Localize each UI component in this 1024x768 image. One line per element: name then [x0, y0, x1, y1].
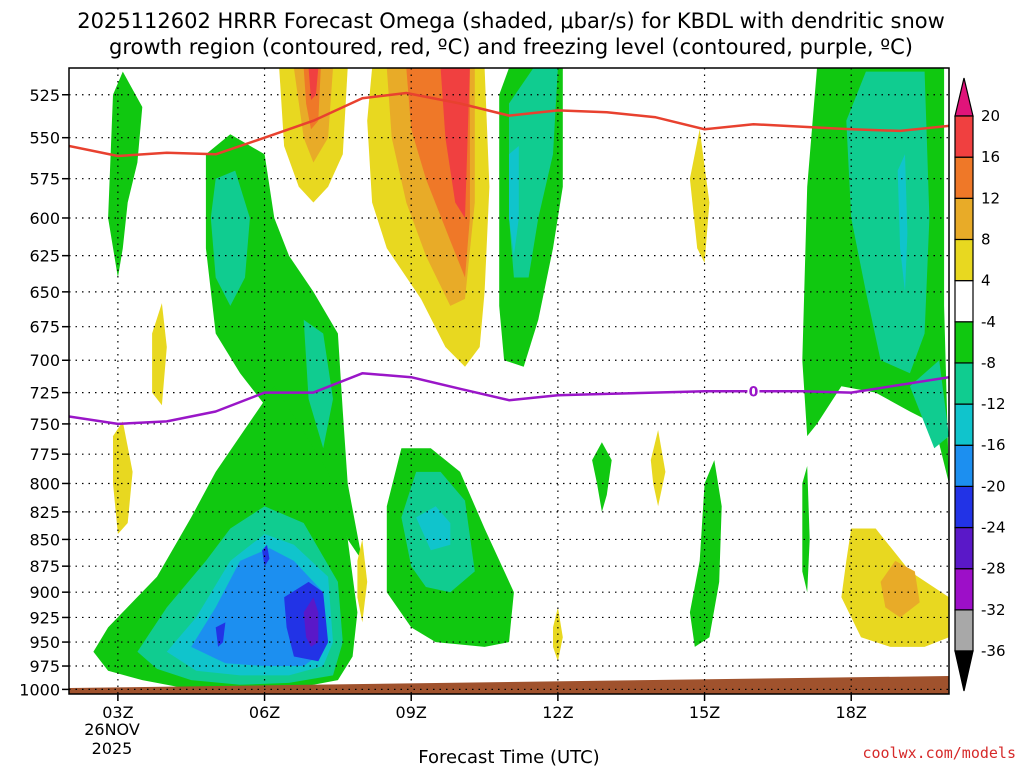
omega-region-gold-right-lower	[880, 560, 920, 618]
colorbar-tick-label: -36	[981, 642, 1006, 660]
colorbar-over-arrow	[954, 77, 974, 117]
colorbar-swatch	[954, 485, 974, 529]
omega-region-blue-small-top	[262, 544, 270, 567]
omega-region-teal-upper-center	[509, 68, 558, 278]
y-tick-label: 750	[29, 415, 60, 434]
y-tick-label: 875	[29, 557, 60, 576]
y-tick-label: 700	[29, 351, 60, 370]
colorbar-tick-label: -20	[981, 477, 1006, 495]
omega-region-yellow-small-15z	[689, 129, 710, 263]
omega-region-red-top-06	[308, 68, 319, 100]
terrain-layer	[69, 676, 949, 694]
colorbar-swatch	[954, 444, 974, 487]
colorbar-swatch	[954, 403, 974, 446]
chart-title-line1: 2025112602 HRRR Forecast Omega (shaded, …	[77, 9, 945, 33]
omega-region-yellow-left-top	[113, 421, 133, 534]
omega-region-purple-core	[303, 597, 319, 647]
freezing-level-label: 0	[749, 384, 759, 400]
omega-region-cyan-upper-center	[509, 146, 519, 256]
x-tick-label: 03Z	[102, 703, 133, 722]
colorbar-under-arrow	[954, 650, 974, 692]
y-tick-label: 575	[29, 170, 60, 189]
colorbar-swatch	[954, 568, 974, 611]
colorbar-swatch	[954, 526, 974, 570]
plot-frame	[68, 67, 950, 695]
colorbar-tick-label: 20	[981, 107, 1000, 125]
terrain-surface	[69, 676, 949, 694]
omega-region-yellow-small-14z	[650, 430, 666, 507]
x-tick-label: 15Z	[689, 703, 720, 722]
x-axis: 03Z 06Z 09Z 12Z 15Z 18Z	[102, 694, 867, 722]
colorbar-swatch	[954, 115, 974, 158]
gridlines	[69, 68, 949, 694]
omega-region-teal-mid-column	[303, 319, 333, 449]
omega-region-cyan-mid	[416, 506, 451, 551]
y-tick-label: 1000	[19, 680, 60, 699]
colorbar-tick-label: 16	[981, 148, 1000, 166]
y-tick-label: 525	[29, 86, 60, 105]
colorbar-tick-label: -24	[981, 519, 1006, 537]
colorbar-tick-label: -4	[981, 313, 996, 331]
y-tick-label: 900	[29, 583, 60, 602]
omega-region-teal-upper-mid	[210, 170, 250, 306]
y-tick-label: 775	[29, 445, 60, 464]
y-tick-label: 975	[29, 657, 60, 676]
colorbar-swatch	[954, 609, 974, 652]
freezing-label-bg	[747, 382, 760, 399]
omega-region-teal-right-upper	[846, 71, 930, 374]
y-tick-label: 825	[29, 503, 60, 522]
omega-region-green-small-12z	[592, 442, 612, 512]
y-tick-label: 800	[29, 474, 60, 493]
y-tick-label: 950	[29, 633, 60, 652]
omega-region-green-15z	[689, 460, 722, 647]
y-tick-label: 650	[29, 283, 60, 302]
colorbar-tick-label: -32	[981, 601, 1006, 619]
y-tick-label: 625	[29, 247, 60, 266]
colorbar-swatch	[954, 321, 974, 364]
x-tick-label: 18Z	[836, 703, 867, 722]
omega-region-blue-small-left	[215, 622, 226, 647]
colorbar-tick-label: 4	[981, 272, 991, 290]
omega-region-yellow-left-mid	[152, 303, 167, 406]
colorbar-tick-label: -8	[981, 354, 996, 372]
y-axis: 525 550 575 600 625 650 675 700 725 750 775 800 825 8…	[19, 86, 69, 699]
x-tick-label: 12Z	[542, 703, 573, 722]
colorbar-swatch	[954, 156, 974, 199]
y-tick-label: 600	[29, 209, 60, 228]
dendritic-growth-line	[69, 91, 949, 158]
credit-text: coolwx.com/models	[862, 744, 1016, 762]
x-axis-label: Forecast Time (UTC)	[418, 747, 599, 768]
y-tick-label: 550	[29, 129, 60, 148]
date-label-year: 2025	[92, 739, 133, 758]
y-tick-label: 850	[29, 530, 60, 549]
colorbar-tick-label: -16	[981, 436, 1006, 454]
omega-region-green-upper-left	[108, 71, 143, 278]
date-label-day: 26NOV	[84, 720, 140, 739]
colorbar-swatch	[954, 362, 974, 405]
omega-region-yellow-small-0730	[357, 539, 368, 623]
contour-lines: 0	[69, 91, 949, 426]
x-tick-label: 09Z	[396, 703, 427, 722]
colorbar-swatch	[954, 280, 974, 323]
omega-region-cyan-right-upper	[897, 154, 908, 292]
y-tick-label: 725	[29, 384, 60, 403]
y-tick-label: 675	[29, 318, 60, 337]
colorbar-tick-label: -28	[981, 560, 1006, 578]
colorbar-tick-label: 8	[981, 230, 991, 248]
x-tick-label: 06Z	[249, 703, 280, 722]
y-tick-label: 925	[29, 608, 60, 627]
chart-title-line2: growth region (contoured, red, ºC) and f…	[109, 35, 913, 59]
colorbar-swatch	[954, 197, 974, 241]
colorbar-tick-label: 12	[981, 189, 1000, 207]
colorbar-tick-label: -12	[981, 395, 1006, 413]
omega-region-red-top-09	[440, 68, 470, 218]
omega-region-green-small-17z	[802, 466, 810, 593]
colorbar-swatch	[954, 238, 974, 282]
colorbar: -36 -32 -28 -24 -20 -16 -12 -8 -4 4 8 12 16 20	[954, 77, 1006, 692]
